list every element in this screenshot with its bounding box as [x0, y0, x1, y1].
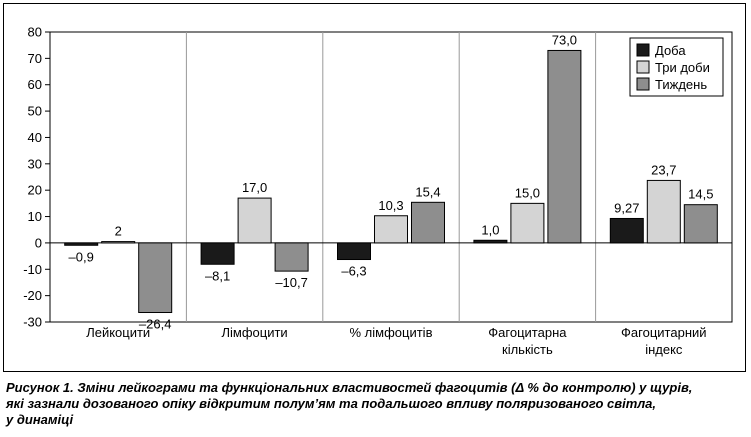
data-label: 1,0	[481, 222, 499, 237]
legend-label: Доба	[655, 43, 686, 58]
data-label: 15,4	[415, 184, 440, 199]
data-label: –10,7	[275, 275, 308, 290]
category-label: індекс	[645, 342, 683, 357]
bar-chart: -30 -20 -10 0 10 20 30 40 50 60 70 80 –0,9 2 –26,4Лейк…	[23, 25, 733, 357]
legend-label: Три доби	[655, 60, 710, 75]
category-label: % лімфоцитів	[350, 325, 433, 340]
data-label: 17,0	[242, 180, 267, 195]
y-tick-label: 40	[28, 130, 42, 145]
bar	[683, 204, 718, 244]
y-tick-label: 20	[28, 183, 42, 198]
bar	[337, 242, 371, 261]
data-label: 10,3	[378, 198, 403, 213]
bar	[411, 201, 445, 244]
legend-label: Тиждень	[655, 77, 707, 92]
category-label: Фагоцитарна	[488, 325, 567, 340]
data-label: –6,3	[341, 264, 366, 279]
category-label: кількість	[502, 342, 553, 357]
data-label: 2	[115, 224, 122, 239]
caption-line-1: Рисунок 1. Зміни лейкограми та функціона…	[6, 380, 693, 395]
y-tick-label: 60	[28, 77, 42, 92]
y-tick-label: 10	[28, 209, 42, 224]
data-label: 15,0	[515, 185, 540, 200]
bar	[473, 239, 508, 244]
data-label: 73,0	[552, 32, 577, 47]
y-tick-label: -10	[23, 262, 42, 277]
category-label: Лімфоцити	[221, 325, 287, 340]
caption-line-2: які зазнали дозованого опіку відкритим п…	[6, 396, 657, 411]
legend-swatch	[636, 43, 650, 57]
figure-caption: Рисунок 1. Зміни лейкограми та функціона…	[6, 380, 746, 428]
y-tick-label: 0	[35, 235, 42, 250]
y-tick-label: 70	[28, 51, 42, 66]
legend-swatch	[636, 77, 650, 91]
data-label: –8,1	[205, 268, 230, 283]
bar	[138, 242, 173, 314]
bar	[64, 242, 99, 246]
category-label: Лейкоцити	[86, 325, 150, 340]
bar	[609, 217, 644, 244]
data-label: –26,4	[139, 317, 172, 332]
category-label: Фагоцитарний	[621, 325, 706, 340]
y-tick-label: -20	[23, 288, 42, 303]
y-tick-label: 30	[28, 156, 42, 171]
y-tick-label: 50	[28, 104, 42, 119]
plot-area	[49, 31, 733, 323]
caption-line-3: у динаміці	[6, 412, 74, 427]
data-label: –0,9	[69, 249, 94, 264]
bar	[200, 242, 235, 265]
bar	[274, 242, 309, 272]
figure-frame	[3, 3, 746, 372]
y-tick-label: 80	[28, 25, 42, 40]
data-label: 14,5	[688, 187, 713, 202]
y-tick-label: -30	[23, 315, 42, 330]
bar	[510, 202, 545, 244]
bar	[101, 241, 136, 244]
bar	[374, 215, 408, 244]
bar	[547, 49, 582, 244]
bar	[237, 197, 272, 244]
data-label: 9,27	[614, 200, 639, 215]
data-label: 23,7	[651, 162, 676, 177]
legend-swatch	[636, 60, 650, 74]
bar	[646, 179, 681, 244]
